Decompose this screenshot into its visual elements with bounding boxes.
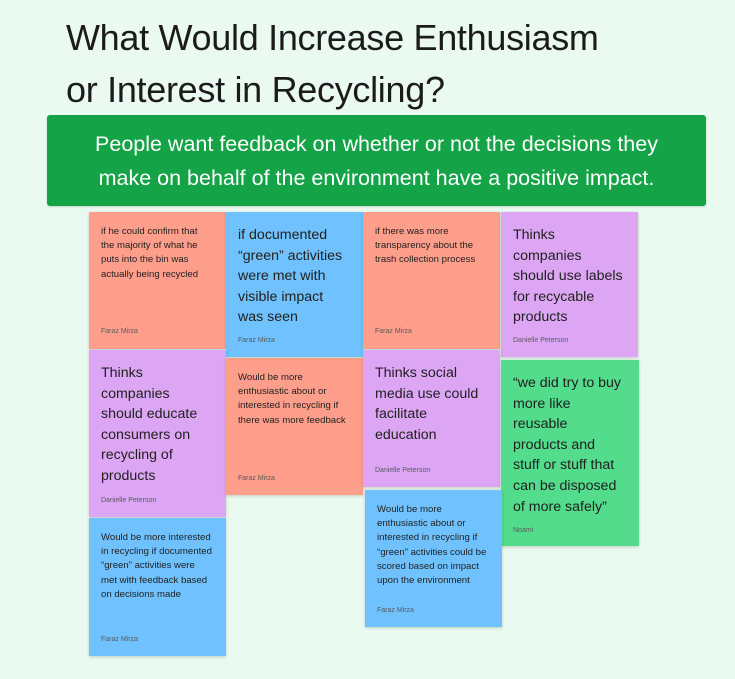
sticky-note-text: Would be more enthusiastic about or inte…: [238, 372, 346, 426]
sticky-note-reusable-quote[interactable]: “we did try to buy more like reusable pr…: [501, 360, 639, 546]
sticky-note-author: Faraz Mirza: [101, 636, 138, 643]
board-title-line-2: or Interest in Recycling?: [66, 69, 445, 110]
sticky-note-text: Thinks companies should educate consumer…: [101, 365, 198, 484]
summary-banner-line-2: make on behalf of the environment have a…: [98, 165, 655, 190]
board-title-line-1: What Would Increase Enthusiasm: [66, 17, 599, 58]
sticky-note-text: Would be more enthusiastic about or inte…: [377, 504, 487, 587]
sticky-note-author: Faraz Mirza: [377, 607, 414, 614]
sticky-note-text: if documented “green” activities were me…: [238, 227, 343, 326]
sticky-note-author: Faraz Mirza: [238, 337, 275, 344]
sticky-note-transparency[interactable]: if there was more transparency about the…: [363, 212, 500, 349]
sticky-note-author: Danielle Peterson: [375, 467, 431, 474]
sticky-note-author: Noami: [513, 527, 534, 534]
sticky-note-educate-consumers[interactable]: Thinks companies should educate consumer…: [89, 350, 226, 517]
sticky-note-text: Thinks social media use could facilitate…: [375, 365, 479, 443]
sticky-note-scored-impact[interactable]: Would be more enthusiastic about or inte…: [365, 490, 502, 627]
sticky-note-author: Faraz Mirza: [238, 475, 275, 482]
sticky-note-text: if there was more transparency about the…: [375, 226, 476, 266]
sticky-note-feedback-decisions[interactable]: Would be more interested in recycling if…: [89, 518, 226, 656]
sticky-note-text: Would be more interested in recycling if…: [101, 532, 212, 600]
board-title: What Would Increase Enthusiasm or Intere…: [66, 12, 686, 116]
summary-banner[interactable]: People want feedback on whether or not t…: [47, 115, 706, 206]
sticky-note-text: if he could confirm that the majority of…: [101, 226, 199, 280]
sticky-note-recyclable-labels[interactable]: Thinks companies should use labels for r…: [501, 212, 638, 357]
sticky-note-social-media[interactable]: Thinks social media use could facilitate…: [363, 350, 500, 487]
sticky-note-visible-impact[interactable]: if documented “green” activities were me…: [226, 212, 363, 357]
sticky-note-text: Thinks companies should use labels for r…: [513, 227, 623, 326]
sticky-note-author: Faraz Mirza: [375, 328, 412, 335]
sticky-note-author: Danielle Peterson: [513, 337, 569, 344]
sticky-note-more-feedback[interactable]: Would be more enthusiastic about or inte…: [226, 358, 363, 495]
sticky-note-confirm-recycled[interactable]: if he could confirm that the majority of…: [89, 212, 226, 349]
summary-banner-line-1: People want feedback on whether or not t…: [95, 131, 658, 156]
sticky-note-author: Danielle Peterson: [101, 497, 157, 504]
sticky-note-text: “we did try to buy more like reusable pr…: [513, 375, 622, 515]
sticky-note-author: Faraz Mirza: [101, 328, 138, 335]
